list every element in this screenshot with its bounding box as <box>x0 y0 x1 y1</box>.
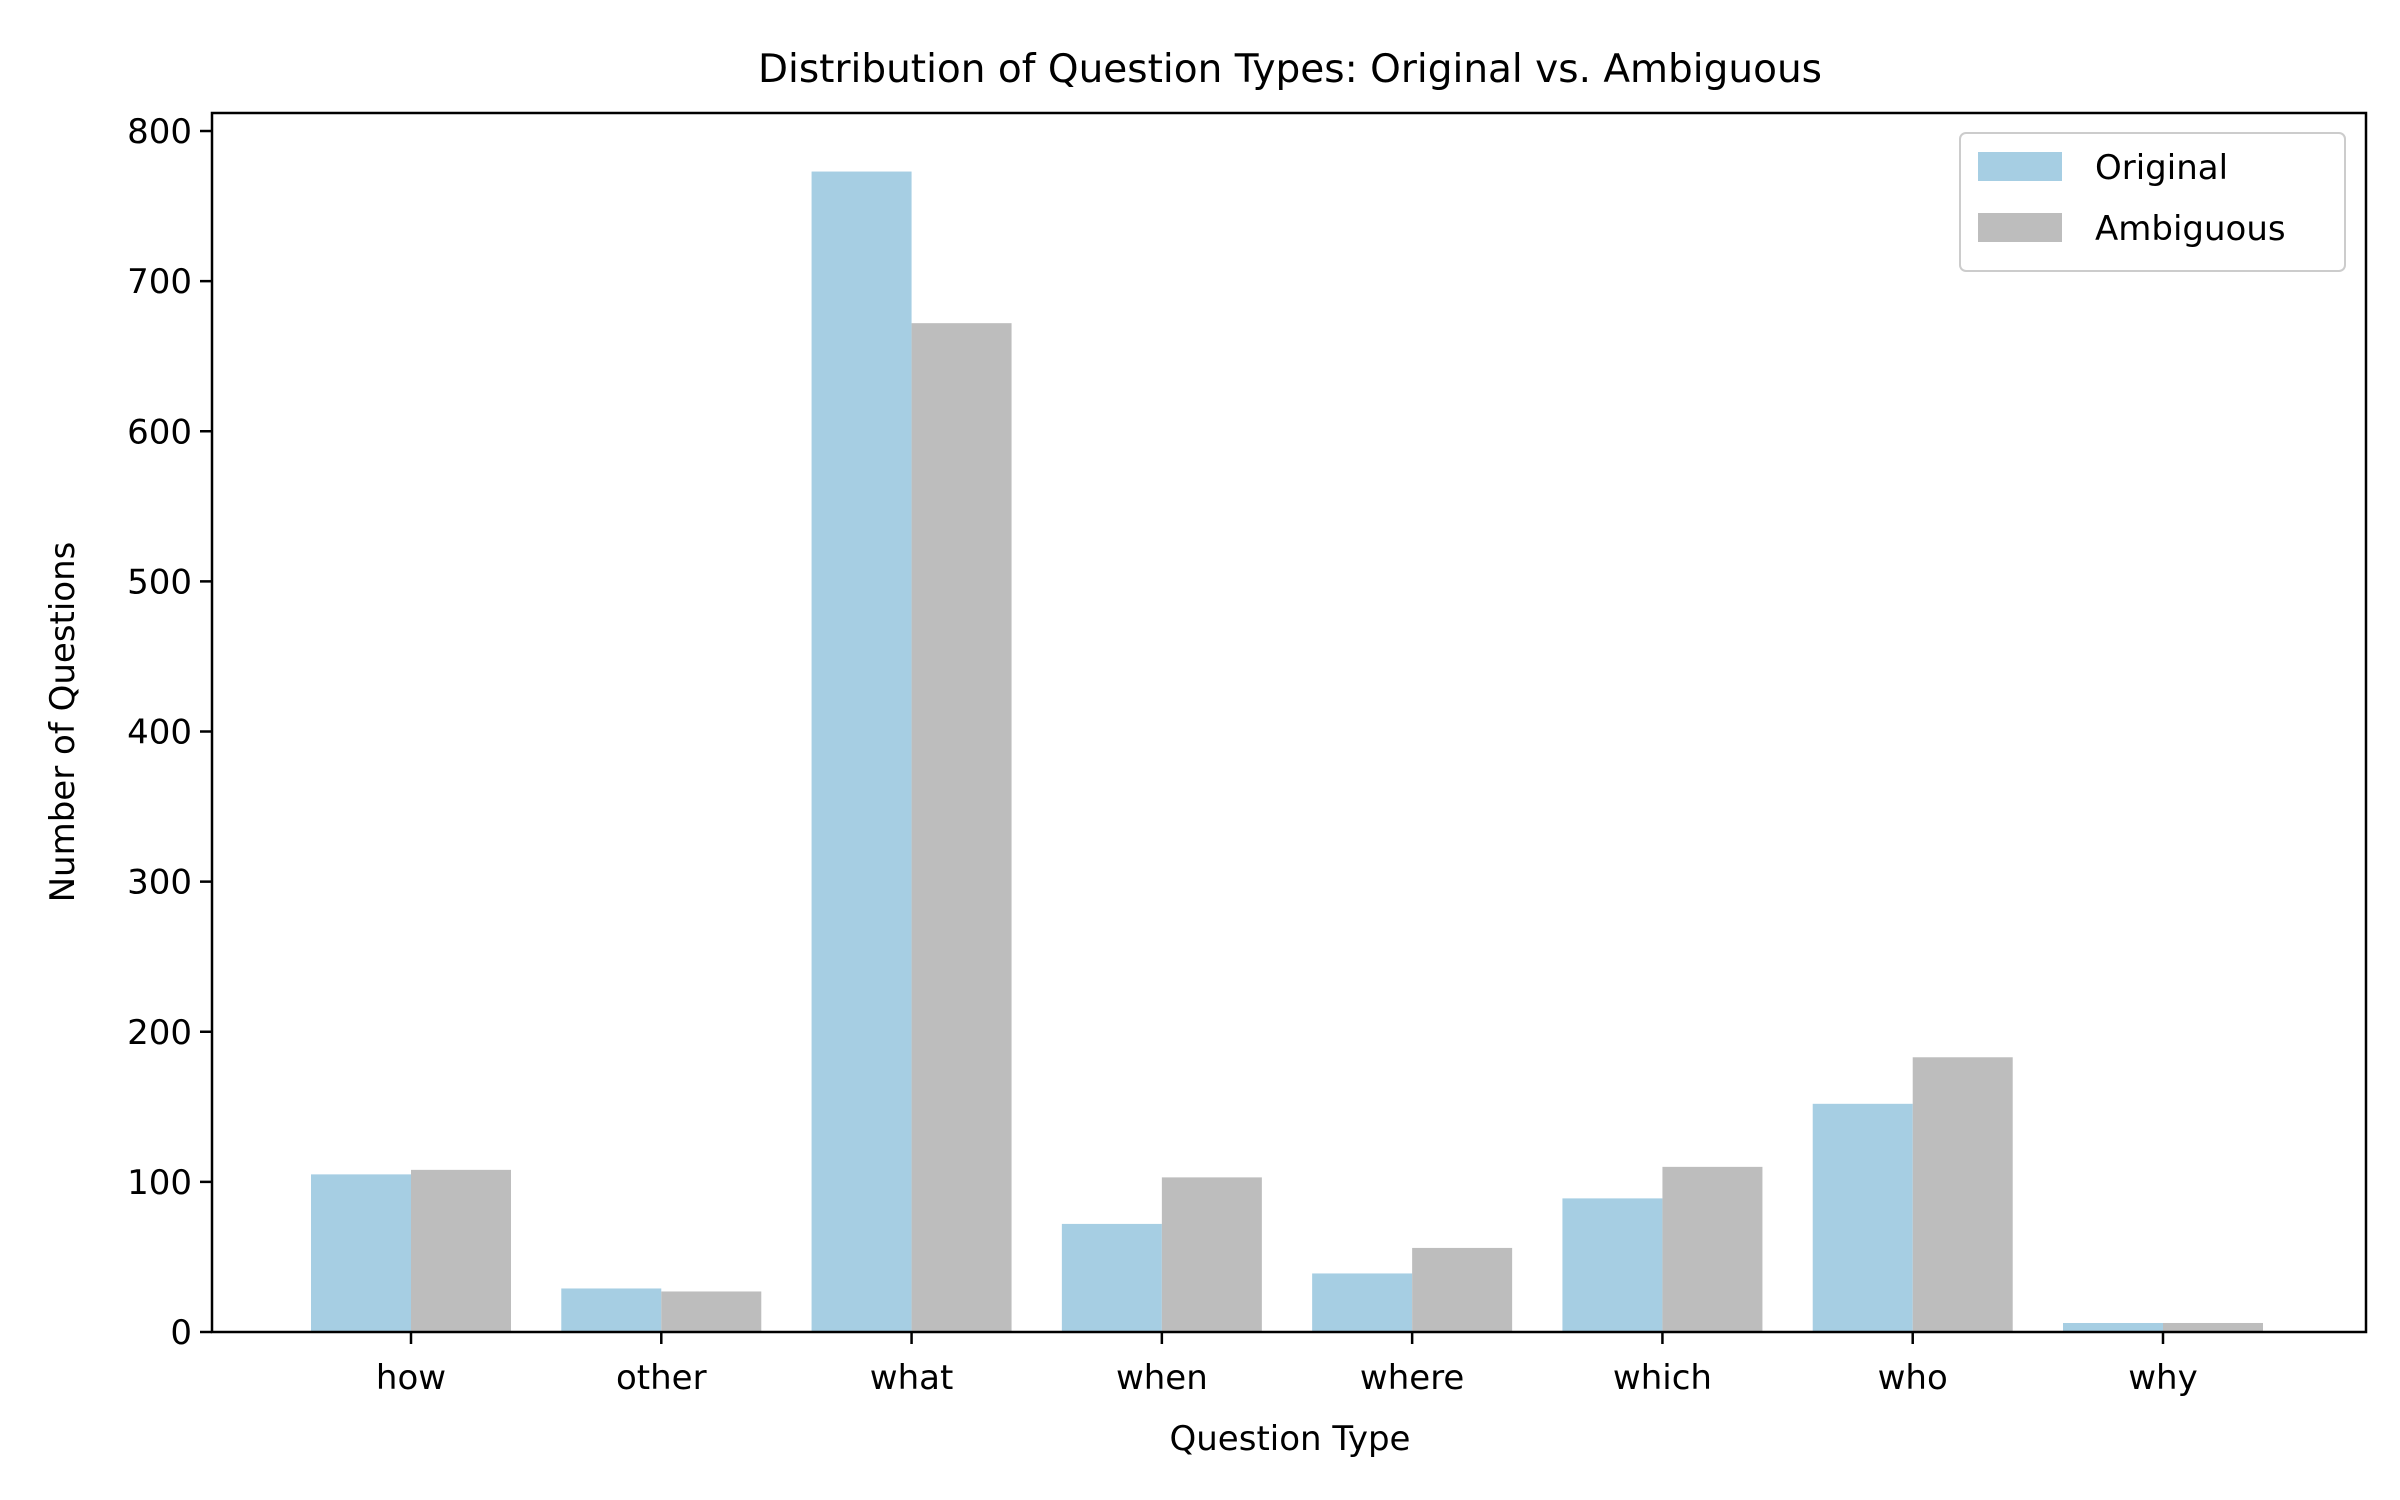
y-tick-label: 600 <box>127 412 192 452</box>
bars-layer <box>311 171 2263 1332</box>
legend-label-ambiguous: Ambiguous <box>2095 209 2286 249</box>
x-tick-label-who: who <box>1878 1358 1948 1398</box>
x-axis-label: Question Type <box>1170 1419 1411 1459</box>
y-tick-label: 0 <box>170 1313 192 1353</box>
x-tick-label-how: how <box>376 1358 446 1398</box>
bar-ambiguous-other <box>661 1291 762 1332</box>
x-tick-label-what: what <box>870 1358 954 1398</box>
bar-original-what <box>811 171 912 1332</box>
bar-original-which <box>1562 1198 1663 1332</box>
bar-ambiguous-how <box>411 1169 511 1332</box>
y-axis-label: Number of Questions <box>43 542 83 903</box>
legend-items: Original Ambiguous <box>1978 148 2286 249</box>
x-tick-label-where: where <box>1360 1358 1464 1398</box>
y-tick-label: 300 <box>127 863 192 903</box>
y-tick-label: 400 <box>127 713 192 753</box>
bar-ambiguous-what <box>911 323 1012 1332</box>
bar-original-who <box>1812 1103 1913 1332</box>
bar-original-why <box>2063 1322 2163 1332</box>
legend-label-original: Original <box>2095 148 2228 188</box>
y-tick-label: 500 <box>127 562 192 602</box>
bar-ambiguous-which <box>1662 1166 1763 1332</box>
y-tick-label: 100 <box>127 1163 192 1203</box>
x-tick-label-which: which <box>1613 1358 1712 1398</box>
y-tick-label: 200 <box>127 1013 192 1053</box>
chart-title: Distribution of Question Types: Original… <box>758 47 1822 92</box>
legend-swatch-original <box>1978 152 2062 181</box>
bar-original-other <box>561 1288 662 1332</box>
y-tick-label: 800 <box>127 112 192 152</box>
bar-ambiguous-who <box>1912 1057 2013 1332</box>
x-ticks: how other what when where which who why <box>376 1332 2198 1398</box>
bar-original-when <box>1061 1223 1162 1332</box>
y-tick-label: 700 <box>127 262 192 302</box>
x-tick-label-other: other <box>616 1358 707 1398</box>
y-ticks: 0 100 200 300 400 500 600 700 800 <box>127 112 212 1353</box>
bar-ambiguous-where <box>1412 1247 1513 1332</box>
x-tick-label-why: why <box>2128 1358 2197 1398</box>
bar-original-how <box>311 1174 411 1332</box>
bar-ambiguous-when <box>1161 1177 1262 1332</box>
legend: Original Ambiguous <box>1959 132 2346 272</box>
bar-original-where <box>1312 1273 1413 1332</box>
x-tick-label-when: when <box>1116 1358 1208 1398</box>
plot-area-frame <box>210 111 2368 1334</box>
bar-ambiguous-why <box>2163 1322 2263 1332</box>
legend-swatch-ambiguous <box>1978 213 2062 242</box>
